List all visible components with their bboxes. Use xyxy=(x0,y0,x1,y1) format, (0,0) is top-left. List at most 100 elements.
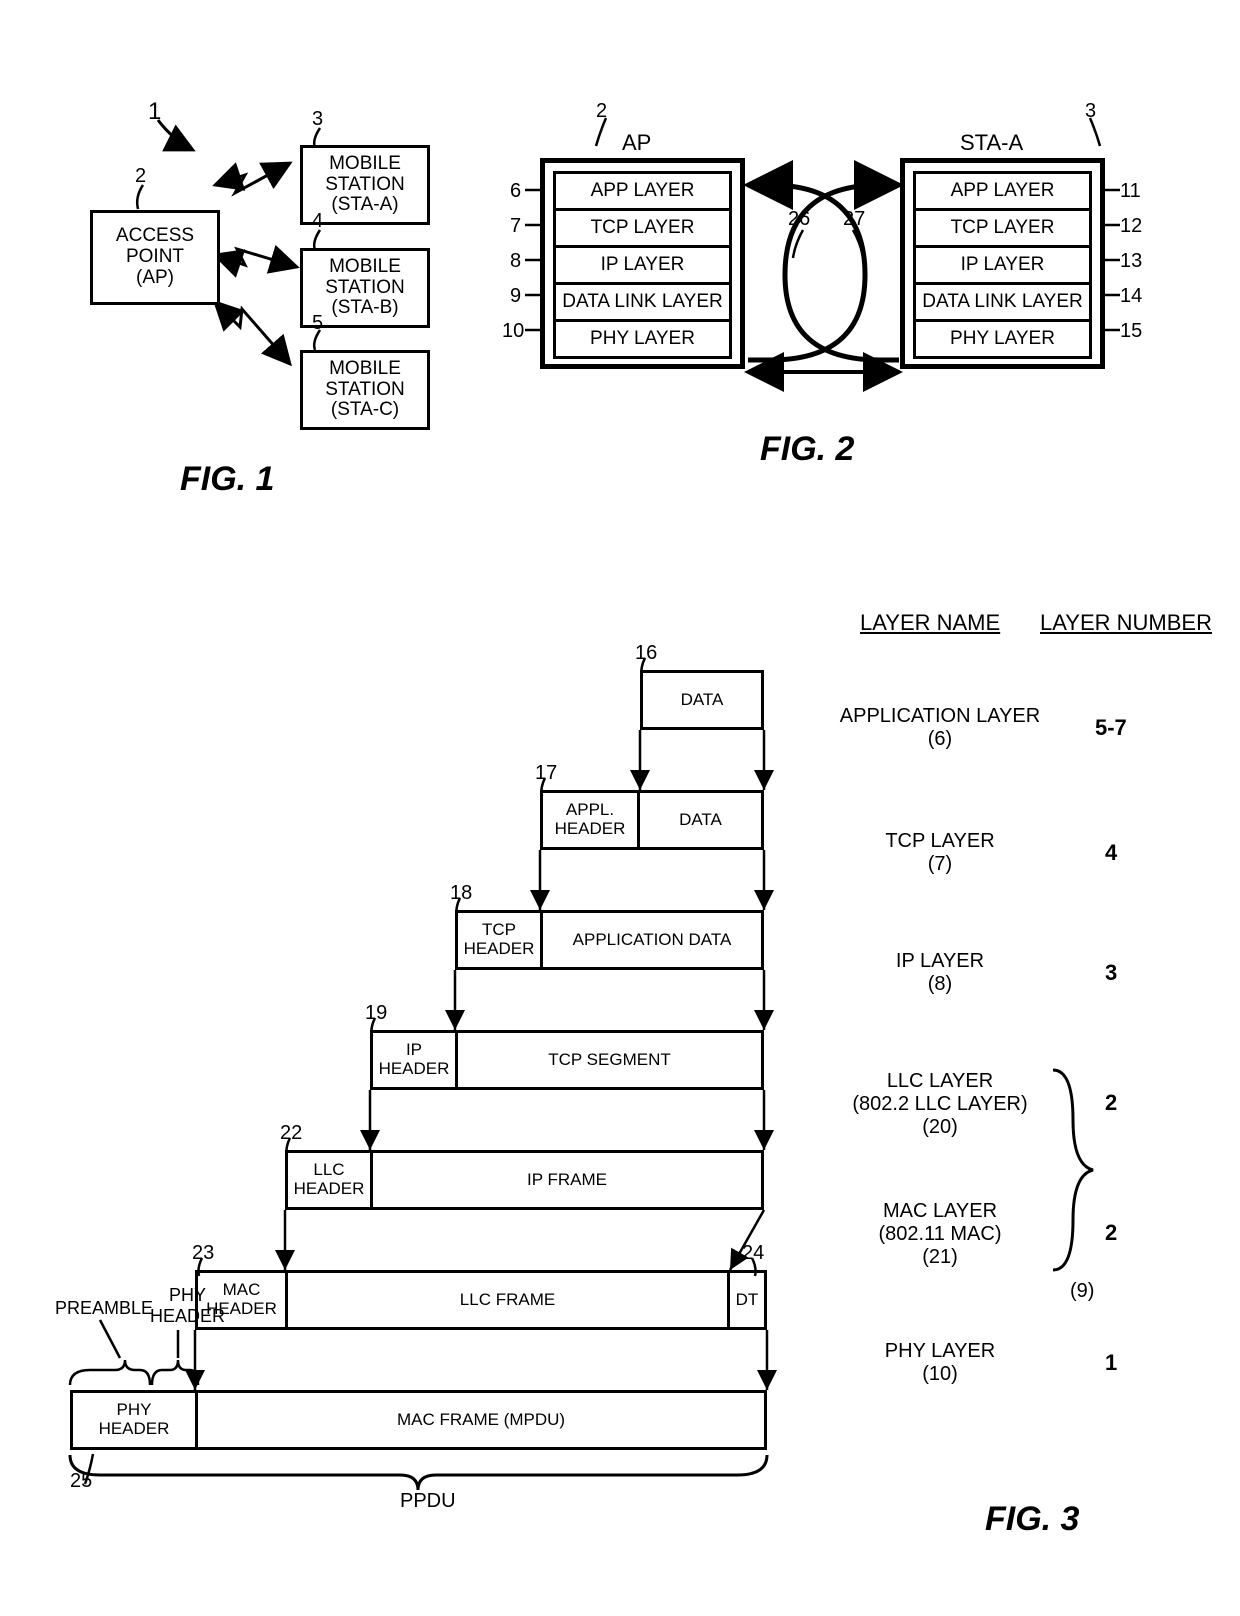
seg-tcp-hdr: TCP HEADER xyxy=(455,910,543,970)
box-ap: ACCESS POINT (AP) xyxy=(90,210,220,305)
ap-row-3: DATA LINK LAYER xyxy=(553,282,732,322)
lr1-sub: (7) xyxy=(928,853,952,875)
lr3-name: LLC LAYER xyxy=(887,1070,993,1092)
lr2-sub: (8) xyxy=(928,973,952,995)
ref-tcp-hdr: 18 xyxy=(450,882,472,905)
sta-b-l2: STATION xyxy=(303,278,427,299)
sta-ref-3: 14 xyxy=(1120,285,1142,308)
lr4-name: MAC LAYER xyxy=(883,1200,997,1222)
fig2-sta-label: STA-A xyxy=(960,130,1023,156)
fig1-caption: FIG. 1 xyxy=(180,460,274,499)
ref-dt: 24 xyxy=(742,1242,764,1265)
sta-row-1: TCP LAYER xyxy=(913,208,1092,248)
ap-ref-4: 10 xyxy=(502,320,524,343)
fig2-ap-ref: 2 xyxy=(596,100,607,123)
seg-app-data: APPLICATION DATA xyxy=(540,910,764,970)
ap-l1: ACCESS xyxy=(93,226,217,247)
lr0-name: APPLICATION LAYER xyxy=(840,705,1040,727)
seg-tcp-seg: TCP SEGMENT xyxy=(455,1030,764,1090)
ap-l3: (AP) xyxy=(93,268,217,289)
layer-row-2: IP LAYER (8) xyxy=(830,950,1050,996)
lr3-sub2: (20) xyxy=(922,1116,958,1138)
layer-row-5: PHY LAYER (10) xyxy=(830,1340,1050,1386)
lr4-sub: (802.11 MAC) xyxy=(878,1223,1001,1245)
sta-a-l2: STATION xyxy=(303,175,427,196)
layer-row-4: MAC LAYER (802.11 MAC) (21) xyxy=(830,1200,1050,1269)
ap-ref-1: 7 xyxy=(510,215,521,238)
ap-ref-0: 6 xyxy=(510,180,521,203)
sta-row-0: APP LAYER xyxy=(913,171,1092,211)
ref-sta-a: 3 xyxy=(312,108,323,131)
layer-row-0: APPLICATION LAYER (6) xyxy=(830,705,1050,751)
ref-llc-hdr: 22 xyxy=(280,1122,302,1145)
fig2-ap-label: AP xyxy=(622,130,651,156)
ref-sta-b: 4 xyxy=(312,210,323,233)
sta-c-l1: MOBILE xyxy=(303,359,427,380)
lr1-name: TCP LAYER xyxy=(885,830,994,852)
fig2-link-b: 27 xyxy=(843,208,865,231)
lr1-num: 4 xyxy=(1105,840,1117,866)
seg-appl-data: DATA xyxy=(637,790,764,850)
lr3-sub: (802.2 LLC LAYER) xyxy=(852,1093,1027,1115)
seg-llc-hdr: LLC HEADER xyxy=(285,1150,373,1210)
sta-row-2: IP LAYER xyxy=(913,245,1092,285)
lr5-sub: (10) xyxy=(922,1363,958,1385)
ref-phy-hdr: 25 xyxy=(70,1470,92,1493)
brace-ref: (9) xyxy=(1070,1280,1094,1303)
fig3-caption: FIG. 3 xyxy=(985,1500,1079,1539)
sta-row-4: PHY LAYER xyxy=(913,319,1092,359)
seg-data-top: DATA xyxy=(640,670,764,730)
lbl-preamble: PREAMBLE xyxy=(55,1298,153,1319)
seg-appl-hdr: APPL. HEADER xyxy=(540,790,640,850)
lr0-num: 5-7 xyxy=(1095,715,1127,741)
lbl-ppdu: PPDU xyxy=(400,1490,456,1513)
box-sta-c: MOBILE STATION (STA-C) xyxy=(300,350,430,430)
ref-data: 16 xyxy=(635,642,657,665)
layer-row-1: TCP LAYER (7) xyxy=(830,830,1050,876)
sta-ref-4: 15 xyxy=(1120,320,1142,343)
brace-icon xyxy=(1048,1065,1108,1275)
sta-ref-1: 12 xyxy=(1120,215,1142,238)
seg-ip-hdr: IP HEADER xyxy=(370,1030,458,1090)
sta-b-l1: MOBILE xyxy=(303,257,427,278)
ref-ap: 2 xyxy=(135,165,146,188)
col-name: LAYER NAME xyxy=(860,610,1000,636)
ap-ref-2: 8 xyxy=(510,250,521,273)
lr2-num: 3 xyxy=(1105,960,1117,986)
fig2-link-a: 26 xyxy=(788,208,810,231)
ap-row-1: TCP LAYER xyxy=(553,208,732,248)
lbl-phy-hdr: PHY HEADER xyxy=(150,1285,225,1327)
seg-mac-frame: MAC FRAME (MPDU) xyxy=(195,1390,767,1450)
lr0-sub: (6) xyxy=(928,728,952,750)
ref-appl-hdr: 17 xyxy=(535,762,557,785)
layer-row-3: LLC LAYER (802.2 LLC LAYER) (20) xyxy=(830,1070,1050,1139)
ap-ref-3: 9 xyxy=(510,285,521,308)
ap-row-4: PHY LAYER xyxy=(553,319,732,359)
col-num: LAYER NUMBER xyxy=(1040,610,1212,636)
ap-l2: POINT xyxy=(93,247,217,268)
seg-phy-hdr: PHY HEADER xyxy=(70,1390,198,1450)
lr5-num: 1 xyxy=(1105,1350,1117,1376)
sta-c-l2: STATION xyxy=(303,380,427,401)
lr5-name: PHY LAYER xyxy=(885,1340,995,1362)
ap-row-0: APP LAYER xyxy=(553,171,732,211)
seg-ip-frame: IP FRAME xyxy=(370,1150,764,1210)
ref-system: 1 xyxy=(148,98,161,126)
lr2-name: IP LAYER xyxy=(896,950,984,972)
seg-llc-frame: LLC FRAME xyxy=(285,1270,730,1330)
ref-mac-hdr: 23 xyxy=(192,1242,214,1265)
sta-a-l1: MOBILE xyxy=(303,154,427,175)
fig2-sta-stack: APP LAYER TCP LAYER IP LAYER DATA LINK L… xyxy=(900,158,1105,369)
sta-ref-0: 11 xyxy=(1120,180,1141,203)
fig2-ap-stack: APP LAYER TCP LAYER IP LAYER DATA LINK L… xyxy=(540,158,745,369)
sta-row-3: DATA LINK LAYER xyxy=(913,282,1092,322)
ref-sta-c: 5 xyxy=(312,312,323,335)
fig2-caption: FIG. 2 xyxy=(760,430,854,469)
lr4-sub2: (21) xyxy=(922,1246,958,1268)
canvas: 1 2 ACCESS POINT xyxy=(30,30,1210,1586)
fig2-sta-ref: 3 xyxy=(1085,100,1096,123)
ap-row-2: IP LAYER xyxy=(553,245,732,285)
seg-dt: DT xyxy=(727,1270,767,1330)
sta-c-l3: (STA-C) xyxy=(303,400,427,421)
ref-ip-hdr: 19 xyxy=(365,1002,387,1025)
